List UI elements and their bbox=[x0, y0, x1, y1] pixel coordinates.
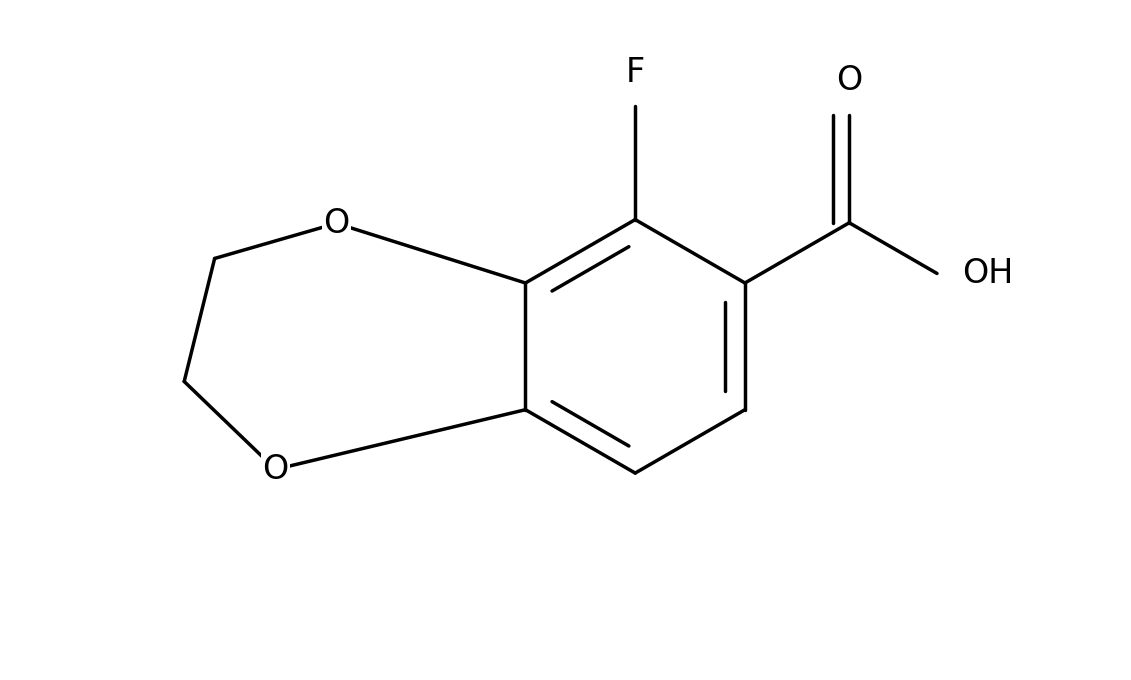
Text: O: O bbox=[323, 207, 349, 240]
Text: O: O bbox=[262, 453, 288, 486]
Text: O: O bbox=[836, 65, 862, 97]
Text: F: F bbox=[625, 56, 645, 89]
Text: OH: OH bbox=[962, 257, 1013, 290]
